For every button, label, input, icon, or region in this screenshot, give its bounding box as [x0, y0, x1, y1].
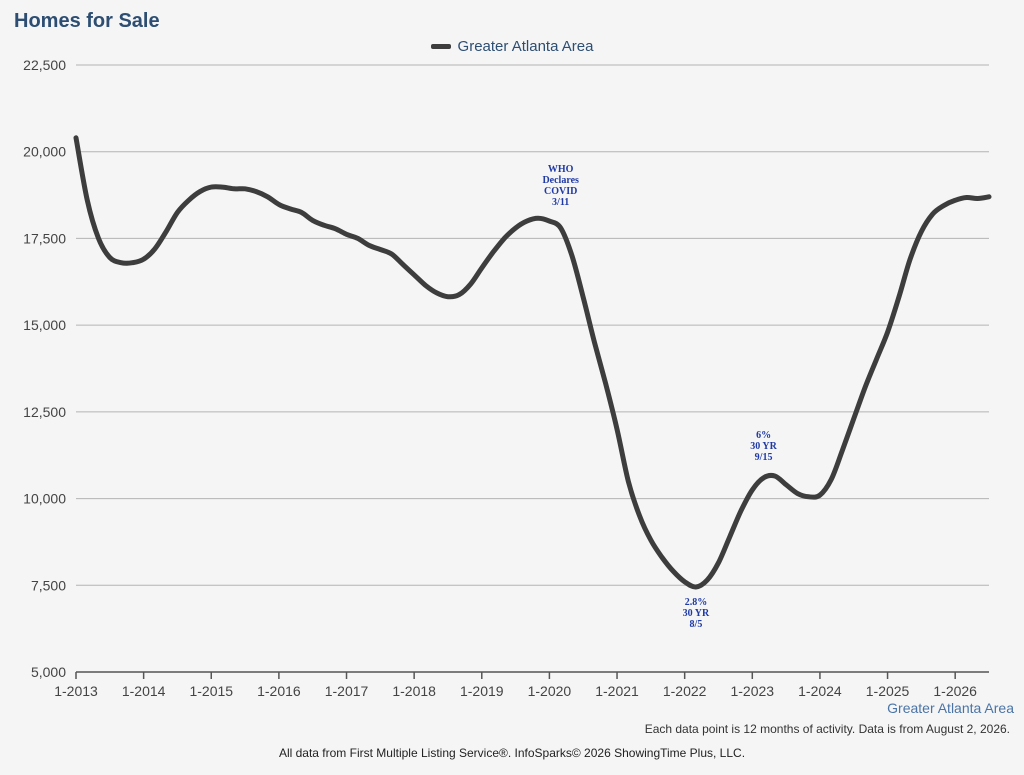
annotation-text: 30 YR	[750, 441, 777, 452]
y-tick-label: 7,500	[31, 577, 66, 593]
annotation-text: 2.8%	[685, 597, 708, 608]
data-credit: All data from First Multiple Listing Ser…	[278, 746, 746, 760]
annotation-text: 30 YR	[683, 608, 710, 619]
annotation-text: 3/11	[552, 197, 569, 208]
x-tick-label: 1-2020	[528, 683, 572, 699]
annotation-text: 9/15	[755, 452, 773, 463]
series-line	[73, 135, 992, 590]
x-tick-label: 1-2024	[798, 683, 842, 699]
legend-swatch	[430, 44, 451, 49]
chart-title: Homes for Sale	[14, 10, 160, 32]
y-tick-label: 10,000	[23, 491, 66, 507]
x-tick-label: 1-2021	[595, 683, 639, 699]
legend[interactable]: Greater Atlanta Area	[0, 38, 1024, 55]
y-tick-label: 22,500	[23, 57, 66, 73]
y-tick-label: 5,000	[31, 664, 66, 680]
x-tick-label: 1-2023	[730, 683, 774, 699]
x-tick-label: 1-2015	[189, 683, 233, 699]
x-tick-label: 1-2019	[460, 683, 504, 699]
series-end-label: Greater Atlanta Area	[887, 700, 1014, 716]
annotation-text: 8/5	[690, 619, 703, 630]
annotation-text: COVID	[544, 186, 577, 197]
legend-label: Greater Atlanta Area	[457, 38, 594, 55]
footnote: Each data point is 12 months of activity…	[644, 722, 1010, 736]
x-tick-label: 1-2025	[866, 683, 910, 699]
x-tick-label: 1-2016	[257, 683, 301, 699]
annotation-text: WHO	[548, 164, 574, 175]
annotation-text: 6%	[756, 430, 771, 441]
y-tick-label: 15,000	[23, 317, 66, 333]
y-tick-label: 20,000	[23, 144, 66, 160]
x-tick-label: 1-2026	[933, 683, 977, 699]
y-tick-label: 12,500	[23, 404, 66, 420]
y-tick-label: 17,500	[23, 230, 66, 246]
annotation-text: Declares	[542, 175, 579, 186]
x-tick-label: 1-2014	[122, 683, 166, 699]
x-tick-label: 1-2022	[663, 683, 707, 699]
x-tick-label: 1-2013	[54, 683, 98, 699]
x-tick-label: 1-2017	[325, 683, 369, 699]
x-tick-label: 1-2018	[392, 683, 436, 699]
